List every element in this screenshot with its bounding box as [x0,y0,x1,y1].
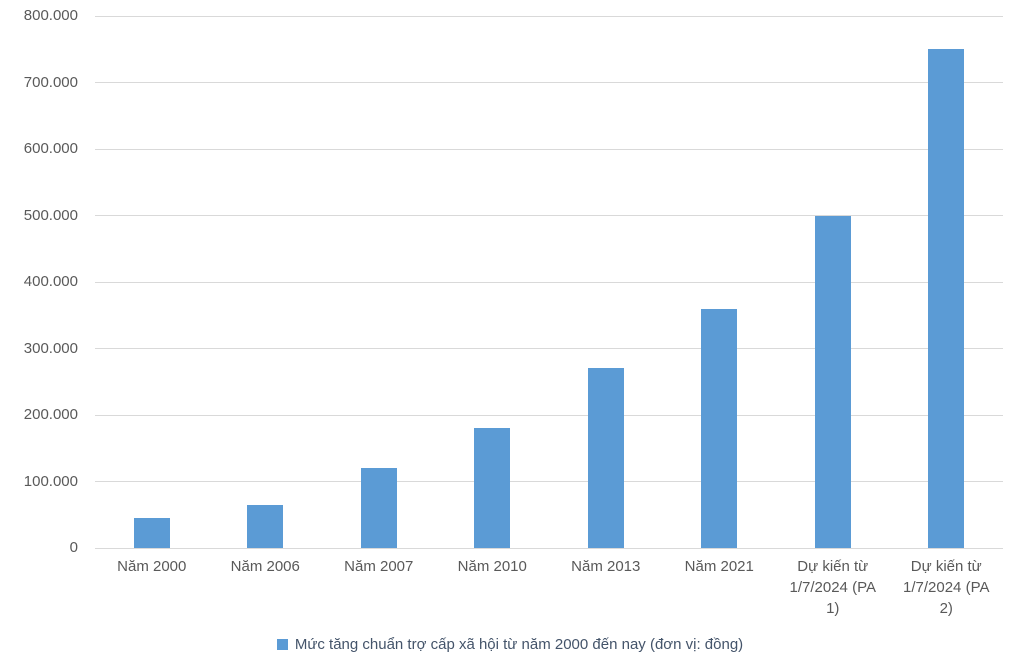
y-tick-label: 0 [69,539,78,556]
gridline [95,281,1003,283]
x-tick-label: Năm 2007 [344,558,414,575]
bar [587,368,624,548]
bar [247,504,284,548]
y-tick-label: 700.000 [23,73,78,91]
gridline [95,82,1003,83]
gridline [95,148,1003,150]
x-tick-label: Năm 2006 [230,558,300,575]
y-tick-label: 500.000 [23,206,78,224]
gridline [95,414,1003,416]
bar [474,428,511,548]
bar [360,468,397,548]
x-tick-label: Năm 2013 [571,558,641,575]
x-tick-label: Năm 2010 [457,558,527,575]
gridline [95,15,1003,17]
y-axis: 0 100.000 200.000 300.000 400.000 500.000 600.… [0,7,78,556]
gridline [95,481,1003,482]
bar [701,308,738,548]
y-tick-label: 100.000 [23,472,78,490]
y-tick-label: 200.000 [23,406,78,423]
x-tick-label: Dự kiến từ 1/7/2024 (PA 1) [789,558,876,617]
legend-swatch-icon [276,639,288,650]
legend-label: Mức tăng chuẩn trợ cấp xã hội từ năm 200… [294,636,744,653]
x-axis: Năm 2000 Năm 2006 Năm 2007 Năm 2010 Năm 2013… [95,556,1003,626]
x-tick-label: Năm 2000 [117,558,187,575]
gridline [95,348,1003,349]
legend: Mức tăng chuẩn trợ cấp xã hội từ năm 200… [0,636,1020,653]
y-tick-label: 800.000 [23,7,78,24]
y-tick-label: 600.000 [23,140,78,157]
gridline [95,547,1003,549]
bar [814,215,851,548]
y-tick-label: 400.000 [23,273,78,290]
gridline [95,215,1003,216]
x-tick-label: Năm 2021 [684,558,754,575]
plot-area [95,15,1003,549]
bar [928,49,965,548]
bar [133,518,170,548]
x-tick-label: Dự kiến từ 1/7/2024 (PA 2) [903,558,990,617]
y-tick-label: 300.000 [23,339,78,357]
